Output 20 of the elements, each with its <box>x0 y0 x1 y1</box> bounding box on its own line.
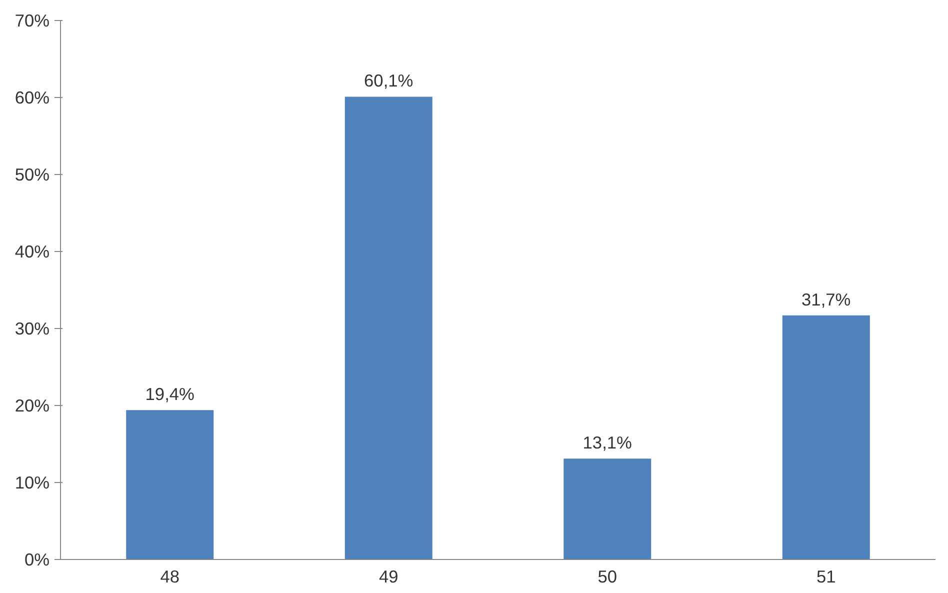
y-tick-label: 30% <box>14 318 50 338</box>
x-tick-label: 51 <box>816 566 836 586</box>
y-tick-label: 10% <box>14 472 50 492</box>
x-tick-label: 48 <box>160 566 180 586</box>
data-label: 31,7% <box>802 289 851 310</box>
x-tick-label: 49 <box>378 566 398 586</box>
y-tick-label: 50% <box>14 164 50 184</box>
y-tick-label: 60% <box>14 88 50 108</box>
x-tick-label: 50 <box>598 566 618 586</box>
bar <box>564 458 652 560</box>
y-tick-label: 40% <box>14 242 50 262</box>
data-label: 19,4% <box>145 384 194 404</box>
bar <box>782 315 870 560</box>
data-label: 13,1% <box>582 432 632 453</box>
y-tick-label: 70% <box>14 10 50 30</box>
y-tick-label: 20% <box>14 396 50 416</box>
data-label: 60,1% <box>364 70 414 91</box>
bar <box>344 96 432 560</box>
y-tick-label: 0% <box>24 550 50 570</box>
bar <box>126 410 214 560</box>
